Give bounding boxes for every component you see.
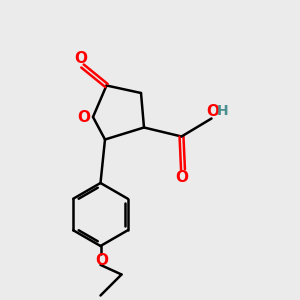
Text: O: O: [74, 51, 88, 66]
Text: O: O: [175, 169, 188, 184]
Text: H: H: [217, 104, 229, 118]
Text: O: O: [206, 104, 220, 119]
Text: O: O: [77, 110, 90, 124]
Text: O: O: [95, 253, 109, 268]
